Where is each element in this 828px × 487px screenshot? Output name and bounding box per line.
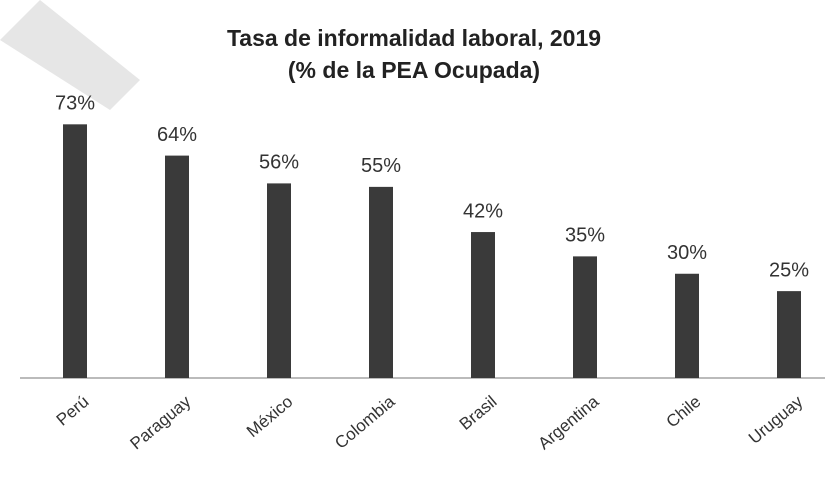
x-tick-label: Colombia	[331, 392, 399, 453]
decoration	[0, 0, 140, 110]
value-label: 64%	[157, 124, 197, 146]
x-tick-label: Chile	[663, 392, 705, 431]
bar	[675, 273, 699, 378]
value-label: 35%	[565, 225, 605, 247]
chart-title: Tasa de informalidad laboral, 2019	[227, 25, 601, 51]
value-label: 25%	[769, 259, 809, 281]
chart-subtitle: (% de la PEA Ocupada)	[288, 57, 540, 83]
value-label: 30%	[667, 242, 707, 264]
bar	[267, 183, 291, 378]
x-tick-label: Perú	[53, 392, 93, 430]
value-label: 55%	[361, 155, 401, 177]
bar	[63, 124, 87, 378]
x-tick-label: Paraguay	[126, 392, 194, 454]
value-label: 56%	[259, 152, 299, 174]
bar	[369, 186, 393, 378]
bar	[777, 291, 801, 378]
value-label: 73%	[55, 93, 95, 115]
x-tick-label: Uruguay	[745, 392, 807, 448]
x-tick-label: Brasil	[456, 392, 501, 434]
x-tick-label: México	[243, 392, 296, 441]
x-tick-label: Argentina	[534, 392, 602, 454]
bar	[165, 155, 189, 378]
bar	[471, 232, 495, 378]
bar	[573, 256, 597, 378]
value-label: 42%	[463, 200, 503, 222]
